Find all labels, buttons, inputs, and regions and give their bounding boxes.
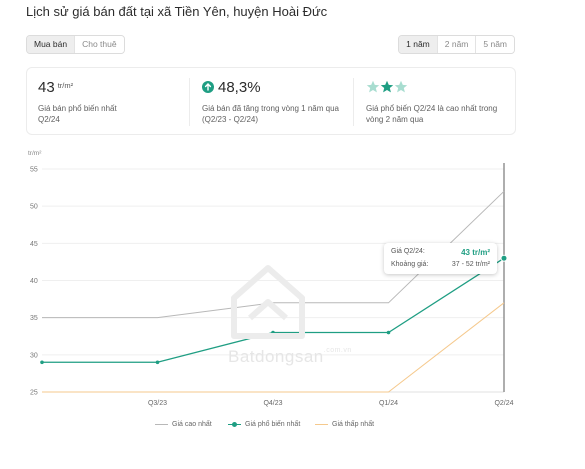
y-tick-label: 55 <box>30 167 38 174</box>
summary-price-card: 43 tr/m² Giá bán phổ biến nhất Q2/24 <box>38 78 188 125</box>
legend-label-high: Giá cao nhất <box>172 421 212 428</box>
y-tick-label: 40 <box>30 278 38 285</box>
card-divider <box>189 78 190 126</box>
y-tick-label: 50 <box>30 204 38 211</box>
chart-tooltip: Giá Q2/24: 43 tr/m² Khoảng giá: 37 - 52 … <box>384 243 497 274</box>
legend-swatch-low <box>315 424 328 425</box>
listing-type-toggle: Mua bán Cho thuê <box>26 35 125 54</box>
series-line-low <box>42 302 505 393</box>
tab-mua-ban[interactable]: Mua bán <box>27 36 76 53</box>
common-price-value: 43 <box>38 78 55 96</box>
legend-label-common: Giá phổ biến nhất <box>245 421 301 428</box>
growth-period: (Q2/23 - Q2/24) <box>202 115 259 124</box>
rating-stars <box>366 78 516 96</box>
x-tick-label: Q3/23 <box>148 400 167 407</box>
y-tick-label: 25 <box>30 390 38 397</box>
y-axis-label: tr/m² <box>28 150 42 157</box>
y-tick-label: 30 <box>30 352 38 359</box>
tooltip-range-label: Khoảng giá: <box>391 261 429 268</box>
data-point <box>40 360 44 365</box>
tab-1-year[interactable]: 1 năm <box>399 36 438 53</box>
watermark-logo-icon <box>231 265 305 339</box>
tooltip-price-label: Giá Q2/24: <box>391 248 425 255</box>
rating-description: Giá phổ biến Q2/24 là cao nhất trong <box>366 104 498 113</box>
legend-item-low[interactable]: Giá thấp nhất <box>315 421 374 428</box>
star-icon <box>380 80 394 93</box>
legend-swatch-high <box>155 424 168 425</box>
legend-item-high[interactable]: Giá cao nhất <box>155 421 212 428</box>
price-period: Q2/24 <box>38 115 60 124</box>
tab-5-years[interactable]: 5 năm <box>476 36 514 53</box>
y-tick-label: 35 <box>30 315 38 322</box>
growth-description: Giá bán đã tăng trong vòng 1 năm qua <box>202 104 339 113</box>
data-point <box>386 330 391 335</box>
watermark-text: Batdongsan.com.vn <box>228 347 352 366</box>
summary-growth-card: 48,3% Giá bán đã tăng trong vòng 1 năm q… <box>202 78 352 125</box>
y-tick-label: 45 <box>30 241 38 248</box>
legend-label-low: Giá thấp nhất <box>332 421 375 428</box>
legend-item-common[interactable]: Giá phổ biến nhất <box>228 421 300 428</box>
summary-panel: 43 tr/m² Giá bán phổ biến nhất Q2/24 48,… <box>26 67 516 135</box>
data-point <box>155 360 160 365</box>
summary-rating-card: Giá phổ biến Q2/24 là cao nhất trong vòn… <box>366 78 516 125</box>
price-description: Giá bán phổ biến nhất <box>38 104 117 113</box>
legend-swatch-common <box>228 422 241 427</box>
page-title: Lịch sử giá bán đất tại xã Tiền Yên, huy… <box>26 4 328 19</box>
star-icon <box>366 80 380 93</box>
time-range-toggle: 1 năm 2 năm 5 năm <box>398 35 515 54</box>
growth-value: 48,3% <box>218 78 261 96</box>
tooltip-price-value: 43 tr/m² <box>461 248 490 257</box>
x-tick-label: Q4/23 <box>263 400 282 407</box>
tab-2-years[interactable]: 2 năm <box>437 36 477 53</box>
x-tick-label: Q1/24 <box>379 400 398 407</box>
x-tick-label: Q2/24 <box>494 400 513 407</box>
card-divider <box>353 78 354 126</box>
star-icon <box>394 80 408 93</box>
price-unit: tr/m² <box>57 80 74 90</box>
rating-period: vòng 2 năm qua <box>366 115 424 124</box>
tab-cho-thue[interactable]: Cho thuê <box>75 36 124 53</box>
data-point <box>500 254 508 262</box>
tooltip-range-value: 37 - 52 tr/m² <box>451 261 490 268</box>
arrow-up-icon <box>202 81 214 93</box>
